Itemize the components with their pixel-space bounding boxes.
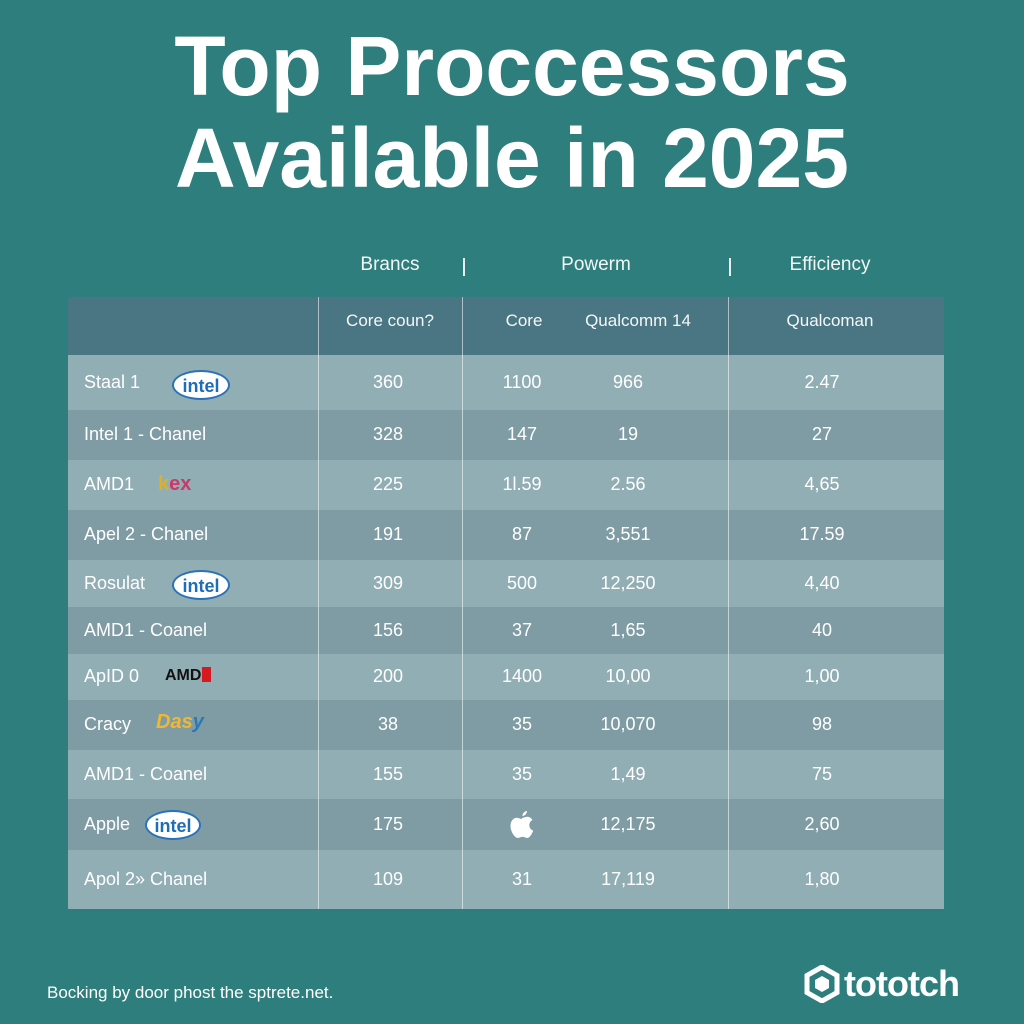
column-header-core: Core — [505, 311, 543, 330]
table-cell-core: 1l.59 — [502, 474, 542, 494]
intel-logo: intel — [172, 370, 230, 400]
processor-name: AMD1 - Coanel — [84, 620, 208, 640]
kex-logo-k: k — [158, 473, 170, 495]
table-cell-qualcoman: 4,40 — [804, 573, 840, 593]
table-cell-core: 35 — [511, 764, 533, 784]
table-cell-core: 1100 — [502, 372, 542, 392]
table-cell-qualcoman: 4,65 — [804, 474, 840, 494]
intel-logo: intel — [172, 570, 230, 600]
intel-logo: intel — [145, 810, 201, 840]
table-cell-core: 31 — [511, 869, 533, 889]
column-header-qualcomm-14: Qualcomm 14 — [585, 311, 691, 330]
table-cell-qualcoman: 17.59 — [799, 524, 845, 544]
table-cell-core: 35 — [511, 714, 533, 734]
title-line-2: Available in 2025 — [175, 111, 849, 205]
table-cell-core-count: 360 — [372, 372, 404, 392]
table-cell-core-count: 156 — [372, 620, 404, 640]
column-divider — [728, 297, 729, 909]
table-cell-qualcomm14: 19 — [617, 424, 639, 444]
table-cell-core: 87 — [511, 524, 533, 544]
table-cell-qualcomm14: 1,49 — [610, 764, 646, 784]
kex-logo-rest: ex — [169, 473, 192, 495]
processor-name: ApID 0 — [84, 666, 140, 686]
table-cell-qualcomm14: 1,65 — [610, 620, 646, 640]
group-separator — [463, 258, 465, 276]
processor-name: Rosulat — [84, 573, 146, 593]
table-cell-core-count: 155 — [372, 764, 404, 784]
hexagon-icon — [804, 965, 840, 1003]
amd-arrow-icon — [202, 667, 212, 682]
processor-name: Apple — [84, 814, 131, 834]
table-row: AMD1 kex 225 1l.59 2.56 4,65 — [68, 460, 944, 510]
table-cell-qualcoman: 40 — [811, 620, 833, 640]
table-cell-qualcomm14: 10,00 — [605, 666, 651, 686]
table-cell-core: 500 — [506, 573, 538, 593]
processor-table: Core coun? Core Qualcomm 14 Qualcoman St… — [68, 297, 944, 909]
column-header-core-count: Core coun? — [346, 311, 434, 330]
table-cell-qualcomm14: 966 — [612, 372, 644, 392]
title-line-1: Top Proccessors — [174, 19, 850, 113]
table-row: Rosulat intel 309 500 12,250 4,40 — [68, 560, 944, 607]
processor-name: Staal 1 — [84, 372, 141, 392]
table-header-row: Core coun? Core Qualcomm 14 Qualcoman — [68, 297, 944, 355]
table-row: Intel 1 - Chanel 328 147 19 27 — [68, 410, 944, 460]
processor-name: AMD1 — [84, 474, 135, 494]
column-header-qualcoman: Qualcoman — [786, 311, 874, 330]
processor-name: AMD1 - Coanel — [84, 764, 208, 784]
table-cell-qualcoman: 2.47 — [804, 372, 840, 392]
table-cell-core-count: 175 — [372, 814, 404, 834]
table-row: Apple intel 175 12,175 2,60 — [68, 799, 944, 850]
table-cell-core-count: 109 — [372, 869, 404, 889]
table-cell-qualcomm14: 2.56 — [610, 474, 646, 494]
group-header-efficiency: Efficiency — [789, 254, 871, 275]
table-cell-qualcomm14: 12,175 — [600, 814, 656, 834]
processor-name: Apol 2» Chanel — [84, 869, 208, 889]
table-row: Apel 2 - Chanel 191 87 3,551 17.59 — [68, 510, 944, 560]
group-header-brands: Brancs — [360, 254, 420, 275]
table-row: AMD1 - Coanel 155 35 1,49 75 — [68, 750, 944, 799]
amd-logo-text: AMD — [165, 667, 202, 684]
table-cell-qualcoman: 98 — [811, 714, 833, 734]
table-row: Apol 2» Chanel 109 31 17,119 1,80 — [68, 850, 944, 909]
dasy-logo-y: y — [192, 711, 204, 733]
column-divider — [462, 297, 463, 909]
footer-credit: Bocking by door phost the sptrete.net. — [47, 983, 334, 1002]
group-header-power: Powerm — [561, 254, 631, 275]
table-cell-qualcoman: 2,60 — [804, 814, 840, 834]
table-row: AMD1 - Coanel 156 37 1,65 40 — [68, 607, 944, 654]
table-cell-core: 1400 — [501, 666, 543, 686]
table-cell-qualcoman: 1,80 — [804, 869, 840, 889]
amd-logo: AMD — [165, 667, 219, 685]
processor-name: Cracy — [84, 714, 132, 734]
apple-icon — [508, 810, 536, 845]
table-row: Cracy Dasy 38 35 10,070 98 — [68, 700, 944, 750]
table-cell-core-count: 309 — [372, 573, 404, 593]
table-cell-core-count: 191 — [372, 524, 404, 544]
brand-name: tototch — [844, 963, 960, 1004]
dasy-logo: Dasy — [156, 711, 204, 734]
table-cell-qualcomm14: 12,250 — [600, 573, 656, 593]
table-cell-core-count: 225 — [372, 474, 404, 494]
group-separator — [729, 258, 731, 276]
page-title: Top Proccessors Available in 2025 — [0, 20, 1024, 204]
processor-name: Apel 2 - Chanel — [84, 524, 209, 544]
table-cell-qualcoman: 27 — [811, 424, 833, 444]
column-divider — [318, 297, 319, 909]
processor-name: Intel 1 - Chanel — [84, 424, 207, 444]
brand-logo[interactable]: tototch — [804, 962, 960, 1006]
table-cell-core-count: 38 — [377, 714, 399, 734]
table-cell-qualcomm14: 3,551 — [605, 524, 651, 544]
table-row: Staal 1 intel 360 1100 966 2.47 — [68, 355, 944, 410]
table-cell-core-count: 328 — [372, 424, 404, 444]
table-cell-qualcoman: 1,00 — [804, 666, 840, 686]
table-cell-qualcoman: 75 — [811, 764, 833, 784]
table-cell-qualcomm14: 10,070 — [600, 714, 656, 734]
table-cell-qualcomm14: 17,119 — [601, 869, 655, 889]
kex-logo: kex — [158, 473, 191, 496]
table-cell-core: 37 — [511, 620, 533, 640]
dasy-logo-main: Das — [156, 711, 193, 733]
table-row: ApID 0 AMD 200 1400 10,00 1,00 — [68, 654, 944, 700]
table-cell-core-count: 200 — [372, 666, 404, 686]
table-cell-core: 147 — [506, 424, 538, 444]
